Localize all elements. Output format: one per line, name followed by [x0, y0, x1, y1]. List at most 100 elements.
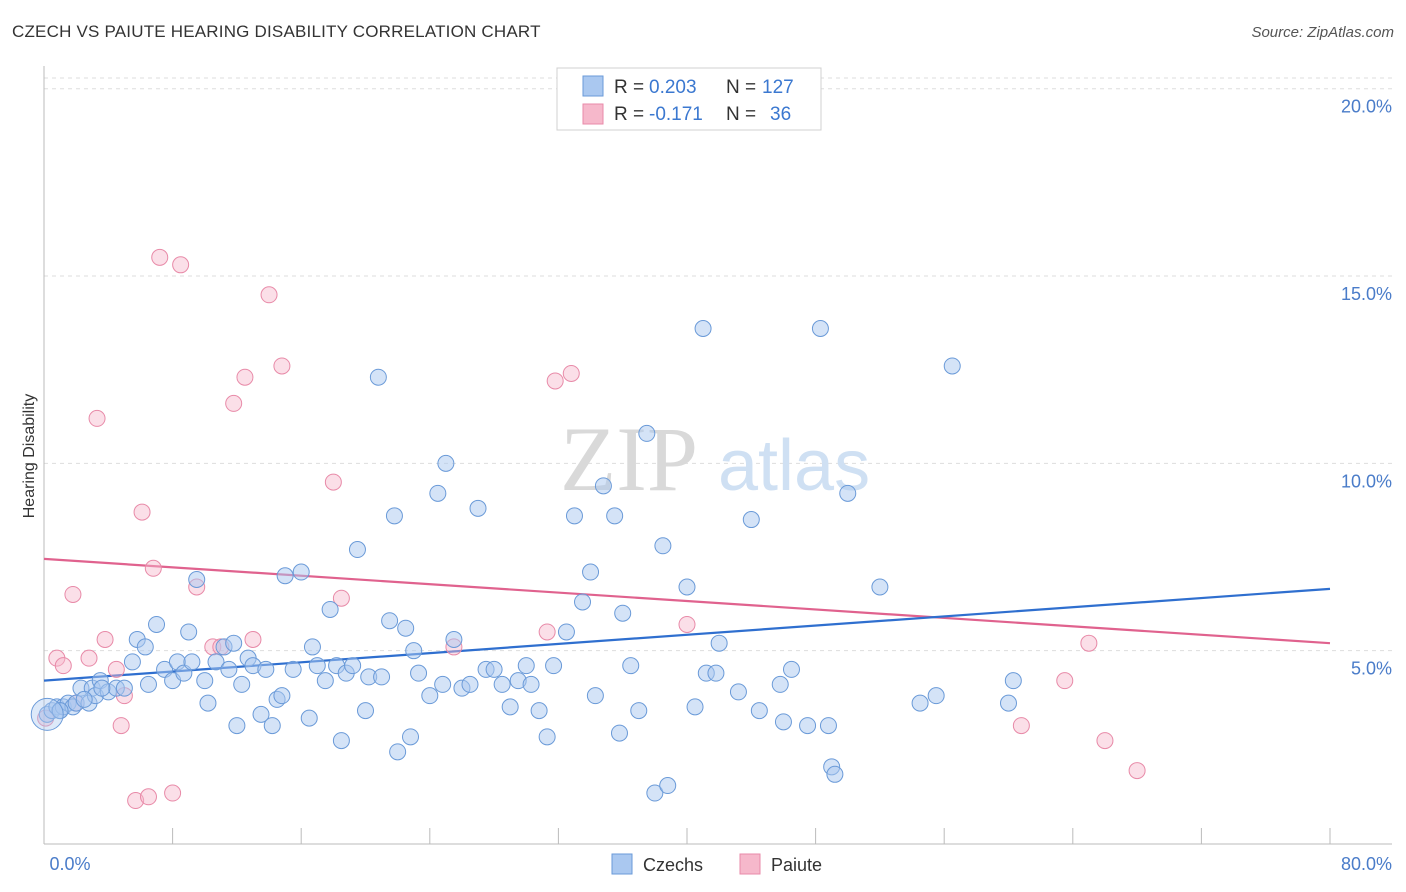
czechs-point: [729, 683, 747, 701]
czechs-point: [646, 784, 664, 802]
czechs-point: [622, 657, 640, 675]
paiute-point: [172, 256, 190, 274]
paiute-point: [260, 286, 278, 304]
czechs-point: [316, 672, 334, 690]
y-tick-label: 20.0%: [1341, 97, 1392, 117]
czechs-point: [1004, 672, 1022, 690]
czechs-point: [389, 743, 407, 761]
paiute-point: [678, 615, 696, 633]
czechs-point: [586, 687, 604, 705]
czechs-point: [115, 679, 133, 697]
czechs-point: [557, 623, 575, 641]
czechs-point: [771, 675, 789, 693]
czechs-point: [610, 724, 628, 742]
czechs-point: [397, 619, 415, 637]
paiute-point: [1012, 717, 1030, 735]
czechs-point: [522, 675, 540, 693]
paiute-point: [54, 657, 72, 675]
paiute-point: [562, 364, 580, 382]
paiute-point: [96, 630, 114, 648]
czechs-point: [196, 672, 214, 690]
czechs-point: [75, 690, 93, 708]
czechs-point: [303, 638, 321, 656]
paiute-point: [1080, 634, 1098, 652]
chart-title: CZECH VS PAIUTE HEARING DISABILITY CORRE…: [12, 22, 541, 41]
czechs-point: [273, 687, 291, 705]
czechs-point: [225, 634, 243, 652]
x-tick-label-max: 80.0%: [1341, 854, 1392, 874]
czechs-point: [410, 664, 428, 682]
legend-r-value-czechs: 0.203: [649, 77, 697, 98]
legend-n-value-czechs: 127: [762, 77, 794, 98]
paiute-point: [151, 248, 169, 266]
czechs-point: [839, 484, 857, 502]
czechs-point: [344, 657, 362, 675]
czechs-point: [93, 679, 111, 697]
czechs-point: [292, 563, 310, 581]
czechs-point: [678, 578, 696, 596]
czechs-point: [148, 615, 166, 633]
czechs-point: [742, 511, 760, 529]
czechs-point: [139, 675, 157, 693]
czechs-point: [348, 541, 366, 559]
paiute-point: [273, 357, 291, 375]
source-label: Source: ZipAtlas.com: [1251, 24, 1394, 41]
czechs-point: [1000, 694, 1017, 712]
czechs-point: [799, 717, 817, 735]
czechs-point: [707, 664, 725, 682]
paiute-point: [236, 368, 254, 386]
czechs-point: [429, 484, 447, 502]
paiute-point: [164, 784, 182, 802]
y-tick-labels: 5.0% 10.0% 15.0% 20.0%: [1341, 97, 1392, 679]
paiute-point: [538, 623, 556, 641]
legend-n-value-paiute: 36: [770, 104, 791, 125]
czechs-point: [927, 687, 945, 705]
paiute-point: [80, 649, 98, 667]
czechs-point: [461, 675, 479, 693]
czechs-point: [686, 698, 704, 716]
czechs-point: [199, 694, 217, 712]
czechs-point: [381, 612, 399, 630]
czechs-point: [369, 368, 387, 386]
czechs-point: [321, 600, 339, 618]
czechs-point: [421, 687, 439, 705]
czechs-point: [538, 728, 556, 746]
czechs-point: [774, 713, 792, 731]
czechs-point: [257, 660, 275, 678]
czechs-point: [517, 657, 535, 675]
czechs-point: [469, 499, 487, 517]
czechs-point: [694, 319, 712, 337]
legend-swatch-czechs: [582, 75, 604, 97]
czechs-point: [183, 653, 201, 671]
czechs-point: [233, 675, 251, 693]
watermark-zip: ZIP: [560, 408, 698, 510]
paiute-point: [1056, 672, 1074, 690]
czechs-point: [493, 675, 511, 693]
paiute-point: [1096, 732, 1114, 750]
legend-box: R = 0.203 N = 127 R = -0.171 N = 36: [556, 67, 822, 131]
czechs-point: [373, 668, 391, 686]
czechs-point: [402, 728, 420, 746]
czechs-point: [123, 653, 141, 671]
y-tick-label: 15.0%: [1341, 284, 1392, 304]
watermark: ZIP atlas: [560, 408, 870, 510]
czechs-point: [911, 694, 929, 712]
czechs-point: [826, 765, 844, 783]
legend-n-label-czechs: N =: [726, 77, 756, 98]
czechs-point: [750, 702, 768, 720]
czechs-point: [871, 578, 889, 596]
czechs-point: [51, 702, 69, 720]
bottom-legend-swatch-paiute: [739, 853, 761, 875]
czechs-point: [811, 319, 829, 337]
bottom-legend: Czechs Paiute: [611, 853, 822, 875]
czechs-point: [594, 477, 612, 495]
paiute-point: [112, 717, 130, 735]
czechs-point: [565, 507, 583, 525]
y-tick-label: 10.0%: [1341, 471, 1392, 491]
czechs-point: [545, 657, 563, 675]
czechs-point: [276, 567, 294, 585]
czechs-point: [943, 357, 961, 375]
paiute-point: [225, 394, 243, 412]
legend-swatch-paiute: [582, 103, 604, 125]
